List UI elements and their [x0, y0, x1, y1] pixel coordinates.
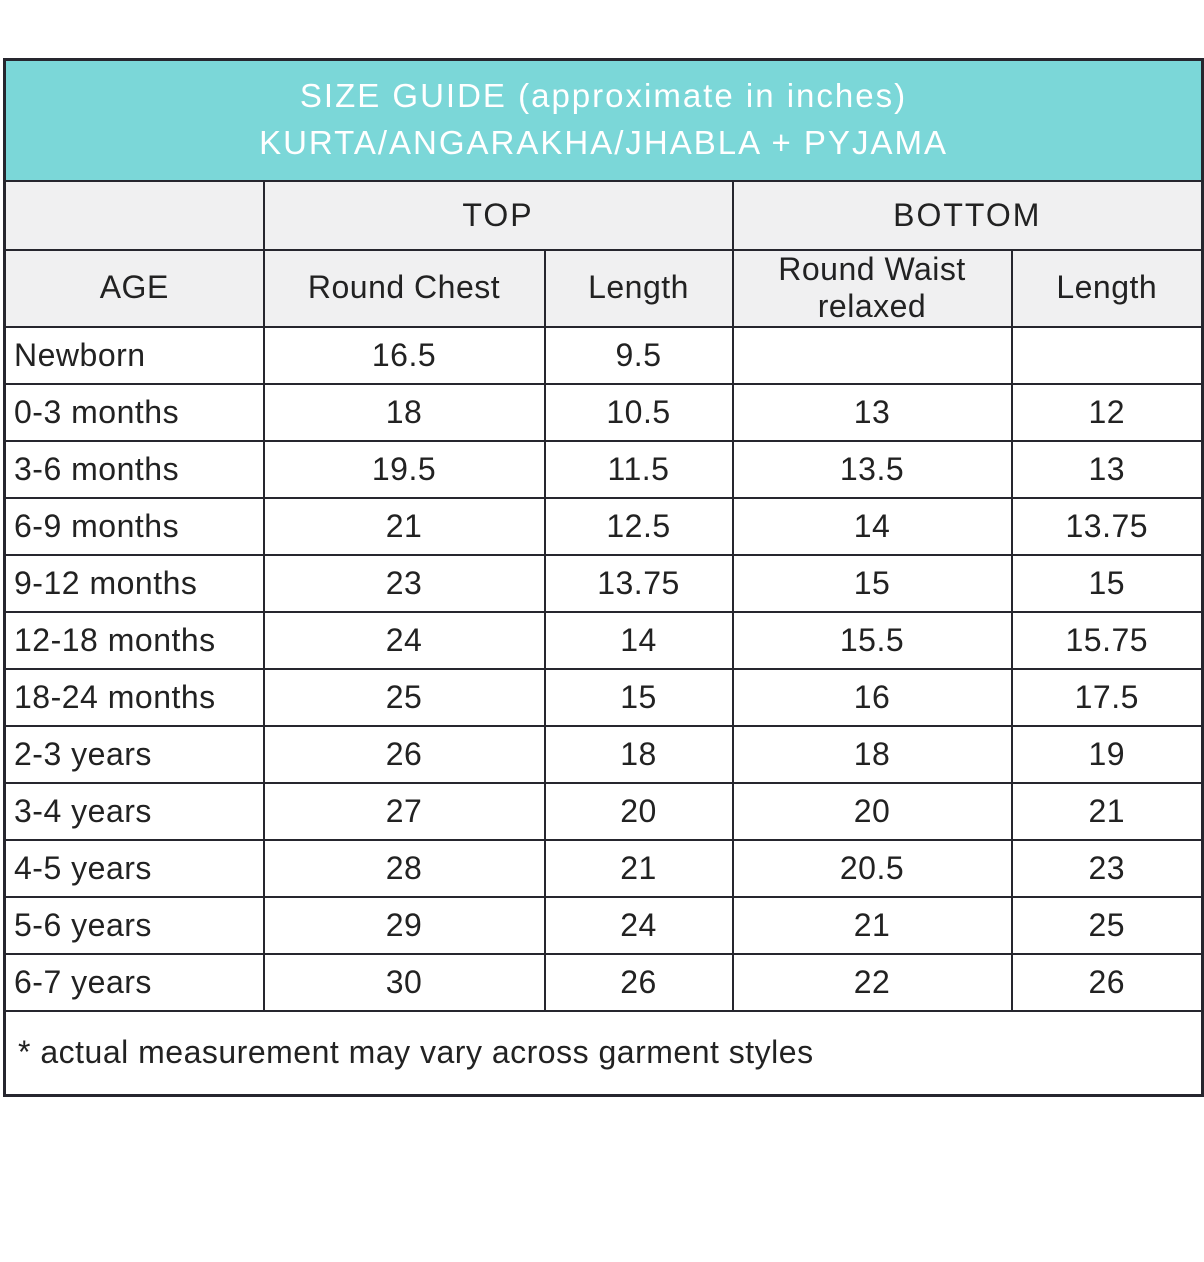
table-row: 3-4 years 27 20 20 21	[3, 782, 1204, 841]
round-chest-cell: 25	[262, 668, 546, 727]
footnote: * actual measurement may vary across gar…	[3, 1010, 1204, 1096]
table-row: 0-3 months 18 10.5 13 12	[3, 383, 1204, 442]
age-cell: Newborn	[3, 326, 265, 385]
round-waist-cell: 15	[731, 554, 1013, 613]
bottom-length-cell: 13	[1010, 440, 1204, 499]
table-row: 6-9 months 21 12.5 14 13.75	[3, 497, 1204, 556]
age-cell: 2-3 years	[3, 725, 265, 784]
top-length-cell: 14	[543, 611, 734, 670]
round-waist-cell: 21	[731, 896, 1013, 955]
round-waist-cell: 13	[731, 383, 1013, 442]
top-length-cell: 15	[543, 668, 734, 727]
round-chest-cell: 21	[262, 497, 546, 556]
top-length-cell: 20	[543, 782, 734, 841]
top-length-cell: 18	[543, 725, 734, 784]
group-header-top: TOP	[262, 179, 734, 251]
round-waist-cell: 22	[731, 953, 1013, 1012]
table-row: 2-3 years 26 18 18 19	[3, 725, 1204, 784]
bottom-length-cell: 26	[1010, 953, 1204, 1012]
bottom-length-cell: 17.5	[1010, 668, 1204, 727]
bottom-length-cell: 15	[1010, 554, 1204, 613]
age-cell: 6-9 months	[3, 497, 265, 556]
top-length-cell: 11.5	[543, 440, 734, 499]
table-row: 6-7 years 30 26 22 26	[3, 953, 1204, 1012]
round-waist-cell	[731, 326, 1013, 385]
top-length-cell: 26	[543, 953, 734, 1012]
bottom-length-cell: 21	[1010, 782, 1204, 841]
age-cell: 6-7 years	[3, 953, 265, 1012]
top-length-cell: 9.5	[543, 326, 734, 385]
age-cell: 0-3 months	[3, 383, 265, 442]
size-guide-page: SIZE GUIDE (approximate in inches) KURTA…	[0, 58, 1204, 1262]
table-title-banner: SIZE GUIDE (approximate in inches) KURTA…	[3, 58, 1204, 182]
top-length-cell: 24	[543, 896, 734, 955]
round-waist-cell: 20	[731, 782, 1013, 841]
top-length-cell: 13.75	[543, 554, 734, 613]
footnote-row: * actual measurement may vary across gar…	[3, 1010, 1204, 1096]
round-waist-cell: 18	[731, 725, 1013, 784]
round-chest-cell: 18	[262, 383, 546, 442]
group-header-row: TOP BOTTOM	[3, 179, 1204, 251]
bottom-length-cell: 23	[1010, 839, 1204, 898]
round-waist-cell: 13.5	[731, 440, 1013, 499]
round-chest-cell: 30	[262, 953, 546, 1012]
round-waist-cell: 14	[731, 497, 1013, 556]
title-row: SIZE GUIDE (approximate in inches) KURTA…	[3, 58, 1204, 182]
table-row: Newborn 16.5 9.5	[3, 326, 1204, 385]
bottom-length-cell: 12	[1010, 383, 1204, 442]
round-chest-cell: 23	[262, 554, 546, 613]
table-row: 18-24 months 25 15 16 17.5	[3, 668, 1204, 727]
top-length-cell: 21	[543, 839, 734, 898]
table-row: 9-12 months 23 13.75 15 15	[3, 554, 1204, 613]
round-waist-cell: 16	[731, 668, 1013, 727]
group-header-bottom: BOTTOM	[731, 179, 1204, 251]
table-row: 3-6 months 19.5 11.5 13.5 13	[3, 440, 1204, 499]
age-cell: 18-24 months	[3, 668, 265, 727]
round-waist-cell: 20.5	[731, 839, 1013, 898]
table-row: 12-18 months 24 14 15.5 15.75	[3, 611, 1204, 670]
round-chest-cell: 16.5	[262, 326, 546, 385]
bottom-length-cell	[1010, 326, 1204, 385]
column-header-top-length: Length	[543, 248, 734, 328]
round-chest-cell: 27	[262, 782, 546, 841]
age-cell: 12-18 months	[3, 611, 265, 670]
column-header-bottom-length: Length	[1010, 248, 1204, 328]
round-waist-cell: 15.5	[731, 611, 1013, 670]
table-title: SIZE GUIDE (approximate in inches)	[299, 77, 908, 115]
column-header-round-chest: Round Chest	[262, 248, 546, 328]
table-row: 4-5 years 28 21 20.5 23	[3, 839, 1204, 898]
bottom-length-cell: 15.75	[1010, 611, 1204, 670]
age-cell: 9-12 months	[3, 554, 265, 613]
age-cell: 5-6 years	[3, 896, 265, 955]
age-cell: 4-5 years	[3, 839, 265, 898]
bottom-length-cell: 25	[1010, 896, 1204, 955]
top-length-cell: 10.5	[543, 383, 734, 442]
column-header-row: AGE Round Chest Length Round Waist relax…	[3, 248, 1204, 328]
table-subtitle: KURTA/ANGARAKHA/JHABLA + PYJAMA	[259, 124, 948, 162]
table-row: 5-6 years 29 24 21 25	[3, 896, 1204, 955]
column-header-age: AGE	[3, 248, 265, 328]
top-length-cell: 12.5	[543, 497, 734, 556]
round-chest-cell: 28	[262, 839, 546, 898]
column-header-round-waist: Round Waist relaxed	[731, 248, 1013, 328]
round-chest-cell: 19.5	[262, 440, 546, 499]
round-chest-cell: 26	[262, 725, 546, 784]
bottom-length-cell: 19	[1010, 725, 1204, 784]
group-header-empty	[3, 179, 265, 251]
bottom-length-cell: 13.75	[1010, 497, 1204, 556]
age-cell: 3-6 months	[3, 440, 265, 499]
size-guide-table: SIZE GUIDE (approximate in inches) KURTA…	[3, 58, 1204, 1097]
round-chest-cell: 29	[262, 896, 546, 955]
round-chest-cell: 24	[262, 611, 546, 670]
age-cell: 3-4 years	[3, 782, 265, 841]
